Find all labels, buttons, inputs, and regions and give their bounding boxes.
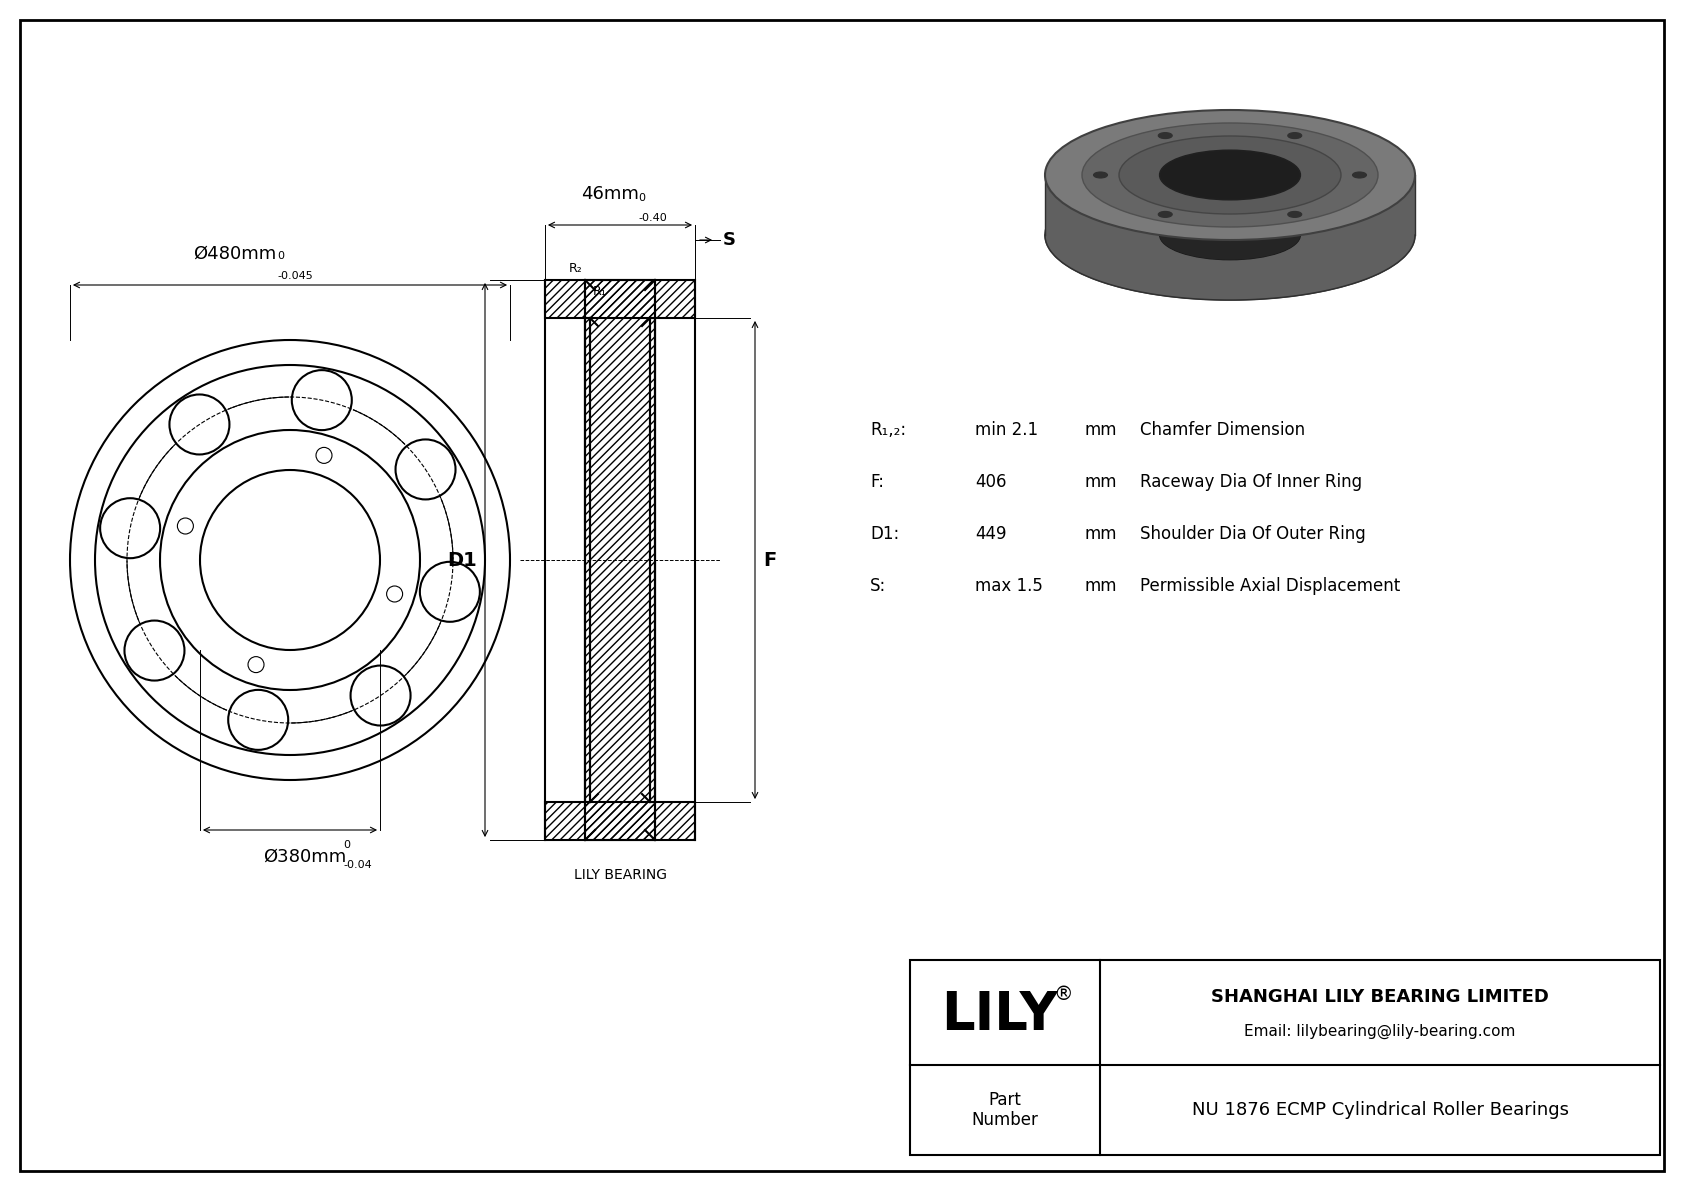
Text: R₂: R₂	[568, 262, 583, 275]
Text: -0.40: -0.40	[638, 213, 667, 223]
Text: 46mm: 46mm	[581, 185, 638, 202]
Text: D1:: D1:	[871, 525, 899, 543]
Ellipse shape	[1093, 172, 1108, 177]
Ellipse shape	[1288, 212, 1302, 218]
Bar	[650, 318, 655, 802]
Text: Part
Number: Part Number	[972, 1091, 1039, 1129]
Text: Shoulder Dia Of Outer Ring: Shoulder Dia Of Outer Ring	[1140, 525, 1366, 543]
Text: ®: ®	[1052, 985, 1073, 1004]
Text: 0: 0	[638, 193, 645, 202]
Text: 406: 406	[975, 473, 1007, 491]
Ellipse shape	[1160, 211, 1300, 260]
Text: R₁,₂:: R₁,₂:	[871, 420, 906, 439]
Text: F:: F:	[871, 473, 884, 491]
Text: F: F	[763, 550, 776, 569]
Bar	[584, 318, 589, 802]
Text: R₁: R₁	[593, 285, 606, 298]
Text: mm: mm	[1084, 525, 1118, 543]
Text: NU 1876 ECMP Cylindrical Roller Bearings: NU 1876 ECMP Cylindrical Roller Bearings	[1192, 1100, 1568, 1120]
Text: Ø480mm: Ø480mm	[194, 245, 276, 263]
Ellipse shape	[1083, 123, 1378, 227]
Text: SHANGHAI LILY BEARING LIMITED: SHANGHAI LILY BEARING LIMITED	[1211, 987, 1549, 1005]
Text: D1: D1	[448, 550, 477, 569]
Text: S:: S:	[871, 576, 886, 596]
Bar	[546, 802, 695, 840]
Text: max 1.5: max 1.5	[975, 576, 1042, 596]
Text: Chamfer Dimension: Chamfer Dimension	[1140, 420, 1305, 439]
Ellipse shape	[1046, 170, 1415, 300]
Ellipse shape	[1288, 132, 1302, 138]
Polygon shape	[1160, 175, 1300, 260]
Ellipse shape	[1118, 136, 1340, 214]
Ellipse shape	[1352, 172, 1366, 177]
Text: -0.04: -0.04	[344, 860, 372, 869]
Text: mm: mm	[1084, 473, 1118, 491]
Bar	[909, 960, 1660, 1155]
Text: min 2.1: min 2.1	[975, 420, 1037, 439]
Text: S: S	[722, 231, 736, 249]
Text: Ø380mm: Ø380mm	[263, 848, 347, 866]
Text: Email: lilybearing@lily-bearing.com: Email: lilybearing@lily-bearing.com	[1244, 1024, 1516, 1039]
Ellipse shape	[1159, 132, 1172, 138]
Bar	[584, 280, 655, 840]
Ellipse shape	[1159, 212, 1172, 218]
Text: mm: mm	[1084, 420, 1118, 439]
Text: LILY BEARING: LILY BEARING	[574, 868, 667, 883]
Text: Raceway Dia Of Inner Ring: Raceway Dia Of Inner Ring	[1140, 473, 1362, 491]
Bar	[546, 280, 695, 318]
Text: -0.045: -0.045	[276, 272, 313, 281]
Text: mm: mm	[1084, 576, 1118, 596]
Polygon shape	[1046, 175, 1415, 300]
Text: Permissible Axial Displacement: Permissible Axial Displacement	[1140, 576, 1401, 596]
Ellipse shape	[1046, 110, 1415, 241]
Text: 0: 0	[344, 840, 350, 850]
Text: 449: 449	[975, 525, 1007, 543]
Text: LILY: LILY	[941, 990, 1058, 1041]
Ellipse shape	[1160, 150, 1300, 200]
Text: 0: 0	[276, 251, 285, 261]
